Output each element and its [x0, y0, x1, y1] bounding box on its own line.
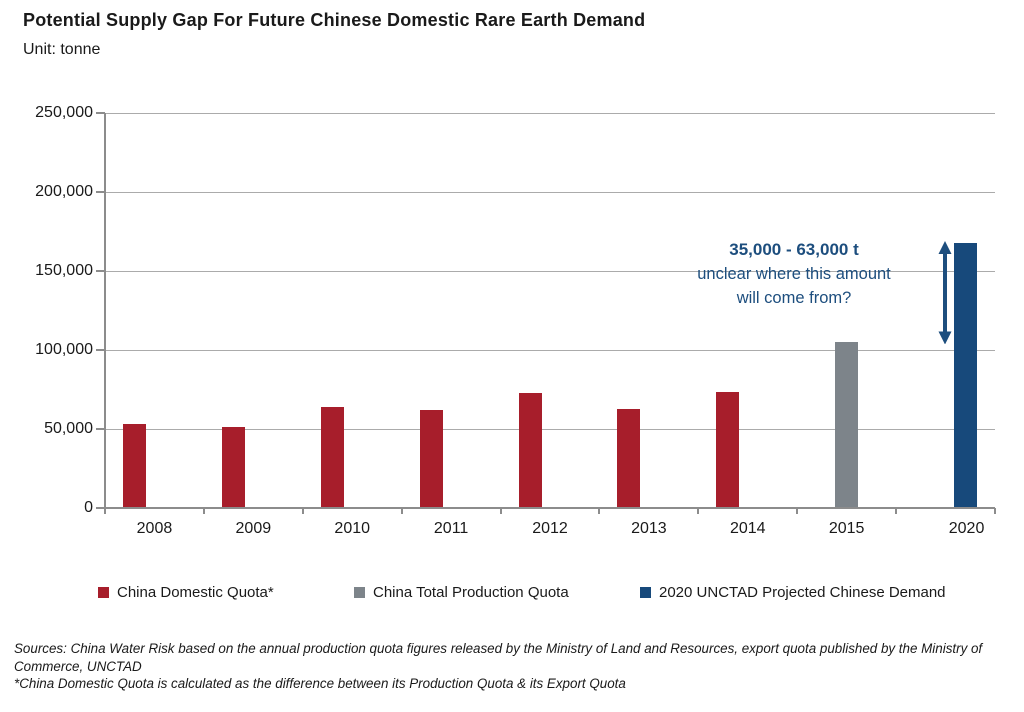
bar-2010 [320, 406, 344, 508]
x-axis-label: 2013 [631, 520, 667, 537]
x-axis-tick [104, 508, 106, 514]
bar-2015 [835, 342, 859, 508]
y-axis-tick [96, 191, 105, 193]
x-axis-tick [994, 508, 996, 514]
x-axis-tick [202, 508, 205, 514]
gap-annotation-text-1: unclear where this amount [697, 265, 891, 283]
legend-label: China Total Production Quota [373, 583, 569, 601]
legend-item: China Domestic Quota* [98, 583, 274, 601]
y-axis-tick [96, 349, 105, 351]
x-axis-tick [697, 508, 700, 514]
y-axis-tick [96, 270, 105, 272]
bar-2011 [419, 410, 443, 508]
legend-label: 2020 UNCTAD Projected Chinese Demand [659, 583, 946, 601]
x-axis-line [104, 507, 995, 509]
gridline [105, 270, 995, 272]
chart-unit-label: Unit: tonne [23, 41, 101, 58]
x-axis-tick [301, 508, 304, 514]
y-axis-label: 50,000 [44, 420, 93, 437]
footer-note: *China Domestic Quota is calculated as t… [14, 676, 626, 691]
gap-annotation-value: 35,000 - 63,000 t [729, 240, 859, 259]
y-axis-tick [96, 507, 105, 509]
footer-sources: Sources: China Water Risk based on the a… [14, 641, 983, 674]
x-axis-label: 2012 [532, 520, 568, 537]
x-axis-tick [796, 508, 799, 514]
gap-annotation-text-2: will come from? [736, 289, 852, 307]
y-axis-label: 150,000 [35, 262, 93, 279]
legend-swatch [98, 586, 109, 598]
gridline [105, 191, 995, 193]
x-axis-label: 2020 [948, 520, 985, 537]
bar-2012 [518, 393, 542, 508]
x-axis-tick [895, 508, 898, 514]
x-axis-tick [400, 508, 403, 514]
x-axis-label: 2014 [729, 520, 766, 537]
y-axis-label: 250,000 [35, 104, 93, 121]
x-axis-label: 2015 [828, 520, 865, 537]
y-axis-label: 200,000 [35, 183, 93, 200]
y-axis-line [104, 113, 106, 508]
y-axis-label: 100,000 [35, 341, 93, 358]
gap-annotation: 35,000 - 63,000 t unclear where this amo… [660, 238, 928, 310]
gap-arrow-icon [938, 240, 952, 345]
y-axis-tick [96, 112, 105, 114]
legend-swatch [354, 586, 365, 598]
x-axis-label: 2011 [433, 520, 469, 537]
legend-label: China Domestic Quota* [117, 583, 274, 601]
x-axis-tick [598, 508, 601, 514]
x-axis-label: 2008 [136, 520, 173, 537]
bar-2008 [122, 424, 146, 508]
gridline [105, 112, 995, 114]
chart-title: Potential Supply Gap For Future Chinese … [23, 10, 646, 30]
bar-2013 [617, 409, 641, 508]
bar-2014 [716, 391, 740, 508]
y-axis-label: 0 [84, 499, 93, 516]
legend-item: China Total Production Quota [354, 583, 569, 601]
x-axis-label: 2010 [334, 520, 371, 537]
bar-2009 [221, 427, 245, 508]
bar-2020 [954, 242, 978, 508]
legend-swatch [640, 586, 651, 598]
gridline [105, 349, 995, 351]
footer: Sources: China Water Risk based on the a… [14, 640, 1014, 693]
legend: China Domestic Quota* China Total Product… [0, 583, 1024, 603]
legend-item: 2020 UNCTAD Projected Chinese Demand [640, 583, 946, 601]
gridline [105, 428, 995, 430]
x-axis-label: 2009 [235, 520, 272, 537]
y-axis-tick [96, 428, 105, 430]
x-axis-tick [499, 508, 502, 514]
